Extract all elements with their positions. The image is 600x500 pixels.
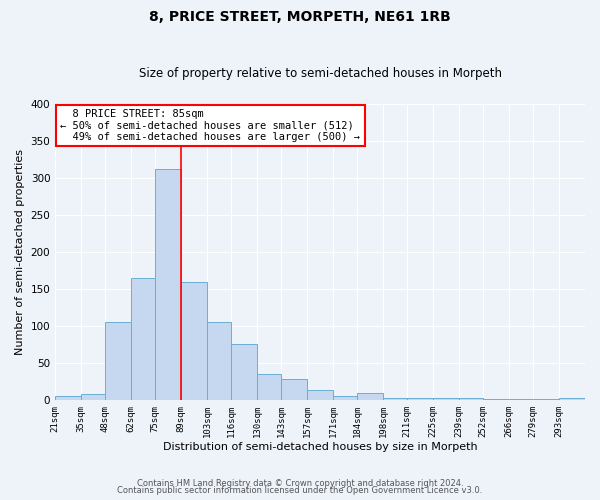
Text: 8 PRICE STREET: 85sqm
← 50% of semi-detached houses are smaller (512)
  49% of s: 8 PRICE STREET: 85sqm ← 50% of semi-deta… xyxy=(61,108,361,142)
Bar xyxy=(181,282,207,400)
Bar xyxy=(55,396,81,400)
Bar xyxy=(459,398,483,400)
Bar xyxy=(357,393,383,400)
Text: Contains public sector information licensed under the Open Government Licence v3: Contains public sector information licen… xyxy=(118,486,482,495)
Y-axis label: Number of semi-detached properties: Number of semi-detached properties xyxy=(15,149,25,355)
Bar xyxy=(483,399,509,400)
Bar xyxy=(231,344,257,400)
Bar xyxy=(333,396,357,400)
Bar xyxy=(131,278,155,400)
Bar xyxy=(433,398,459,400)
Bar xyxy=(257,374,281,400)
Bar xyxy=(155,168,181,400)
Title: Size of property relative to semi-detached houses in Morpeth: Size of property relative to semi-detach… xyxy=(139,66,502,80)
Bar xyxy=(509,399,533,400)
Text: Contains HM Land Registry data © Crown copyright and database right 2024.: Contains HM Land Registry data © Crown c… xyxy=(137,478,463,488)
Bar xyxy=(307,390,333,400)
Bar xyxy=(207,322,231,400)
Bar xyxy=(559,398,585,400)
Bar xyxy=(533,399,559,400)
Bar xyxy=(105,322,131,400)
Text: 8, PRICE STREET, MORPETH, NE61 1RB: 8, PRICE STREET, MORPETH, NE61 1RB xyxy=(149,10,451,24)
Bar xyxy=(407,398,433,400)
Bar xyxy=(281,379,307,400)
X-axis label: Distribution of semi-detached houses by size in Morpeth: Distribution of semi-detached houses by … xyxy=(163,442,478,452)
Bar xyxy=(383,398,407,400)
Bar xyxy=(81,394,105,400)
